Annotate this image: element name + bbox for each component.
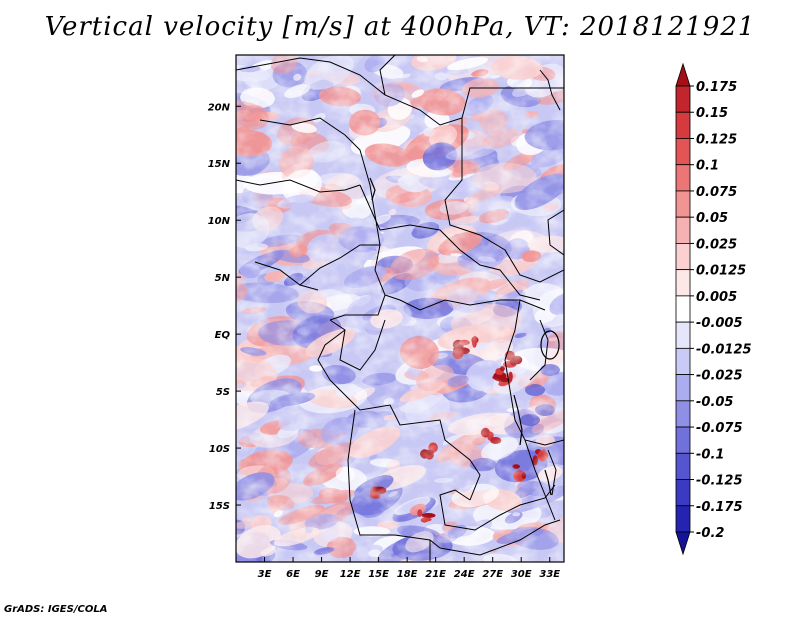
x-tick-label: 3E xyxy=(258,569,272,580)
colorbar-label: 0.0125 xyxy=(696,264,746,279)
x-axis: 3E 6E 9E 12E 15E 18E 21E 24E 27E 30E 33E xyxy=(258,557,560,580)
border-sudan xyxy=(444,118,564,283)
border-chad-niger xyxy=(259,117,381,246)
x-tick-label: 21E xyxy=(425,569,446,580)
border-zimbabwe xyxy=(439,519,561,556)
x-tick-label: 6E xyxy=(286,569,300,580)
colorbar-swatch xyxy=(675,269,691,297)
lakes xyxy=(369,177,560,496)
y-tick-label: 20N xyxy=(208,102,231,113)
lake-malawi xyxy=(544,469,552,496)
colorbar-swatch xyxy=(675,400,691,428)
colorbar-label: 0.125 xyxy=(696,132,737,147)
border-east xyxy=(547,209,564,256)
border-gabon-congo xyxy=(329,319,386,371)
colorbar-label: -0.075 xyxy=(696,421,743,436)
border-car-south xyxy=(384,294,546,311)
border-north xyxy=(236,57,564,126)
colorbar-label: 0.15 xyxy=(696,106,728,121)
colorbar-swatch xyxy=(675,216,691,244)
colorbar-label: -0.05 xyxy=(696,395,733,410)
colorbar-label: -0.175 xyxy=(696,500,743,515)
colorbar-swatch xyxy=(675,374,691,402)
colorbar-swatch xyxy=(675,164,691,192)
x-tick-label: 33E xyxy=(539,569,560,580)
y-tick-label: 10N xyxy=(208,216,231,227)
border-car-north xyxy=(359,184,541,301)
colorbar-swatch xyxy=(675,62,691,87)
y-tick-label: 15S xyxy=(209,501,230,512)
map-title: Vertical velocity [m/s] at 400hPa, VT: 2… xyxy=(44,12,756,42)
y-tick-label: 5N xyxy=(215,273,231,284)
colorbar-swatch xyxy=(675,111,691,139)
colorbar-label: -0.2 xyxy=(696,526,724,541)
border-cameroon xyxy=(299,244,386,321)
border-gabon-coast xyxy=(317,329,346,396)
field-texture xyxy=(236,55,564,562)
y-tick-label: EQ xyxy=(215,330,231,341)
lake-tanganyika xyxy=(513,394,523,446)
x-tick-label: 18E xyxy=(397,569,418,580)
y-tick-label: 5S xyxy=(216,387,230,398)
map-panel xyxy=(236,55,564,562)
colorbar-swatch xyxy=(675,295,691,323)
colorbar-label: -0.0125 xyxy=(696,342,752,357)
colorbar-label: 0.025 xyxy=(696,237,737,252)
colorbar-label: 0.075 xyxy=(696,185,737,200)
y-tick-label: 15N xyxy=(208,159,231,170)
border-tanzania xyxy=(524,439,556,521)
x-tick-label: 12E xyxy=(340,569,361,580)
colorbar-label: -0.125 xyxy=(696,474,743,489)
colorbar-swatch xyxy=(675,426,691,454)
colorbar-swatch xyxy=(675,479,691,507)
colorbar-swatch xyxy=(675,243,691,271)
map-frame xyxy=(235,54,565,563)
colorbar-swatch xyxy=(675,452,691,480)
colorbar-label: -0.025 xyxy=(696,369,743,384)
colorbar-label: -0.1 xyxy=(696,447,724,462)
border-libya xyxy=(379,55,396,96)
lake-victoria xyxy=(540,330,560,360)
border-malawi xyxy=(547,449,557,496)
border-zambia xyxy=(439,484,556,531)
grads-credit: GrADS: IGES/COLA xyxy=(4,604,108,615)
colorbar-label: 0.175 xyxy=(696,80,737,95)
colorbar-label: 0.05 xyxy=(696,211,728,226)
border-drc-east xyxy=(504,299,564,446)
border-angola-drc xyxy=(344,394,481,501)
colorbar-swatch xyxy=(675,321,691,349)
colorbar-swatch xyxy=(675,85,691,113)
x-tick-label: 9E xyxy=(315,569,329,580)
colorbar-swatch xyxy=(675,505,691,533)
border-nigeria-north xyxy=(236,179,361,193)
colorbar-label: 0.1 xyxy=(696,159,719,174)
border-lake-victoria xyxy=(529,319,549,381)
x-tick-label: 30E xyxy=(511,569,532,580)
colorbar-label: 0.005 xyxy=(696,290,737,305)
coast-red-sea xyxy=(539,69,561,111)
y-tick-label: 10S xyxy=(209,444,230,455)
x-tick-label: 27E xyxy=(482,569,503,580)
colorbar-swatch xyxy=(675,190,691,218)
x-tick-label: 24E xyxy=(454,569,475,580)
colorbar: 0.175 0.15 0.125 0.1 0.075 0.05 0.025 0.0125 0.0… xyxy=(675,62,752,556)
country-borders xyxy=(236,55,564,562)
colorbar-swatch xyxy=(675,347,691,375)
y-axis: 20N 15N 10N 5N EQ 5S 10S 15S xyxy=(208,102,241,512)
colorbar-swatch xyxy=(675,138,691,166)
colorbar-swatch xyxy=(675,531,691,556)
border-coast xyxy=(254,261,319,291)
lake-chad xyxy=(369,177,376,201)
colorbar-label: -0.005 xyxy=(696,316,743,331)
x-tick-label: 15E xyxy=(368,569,389,580)
